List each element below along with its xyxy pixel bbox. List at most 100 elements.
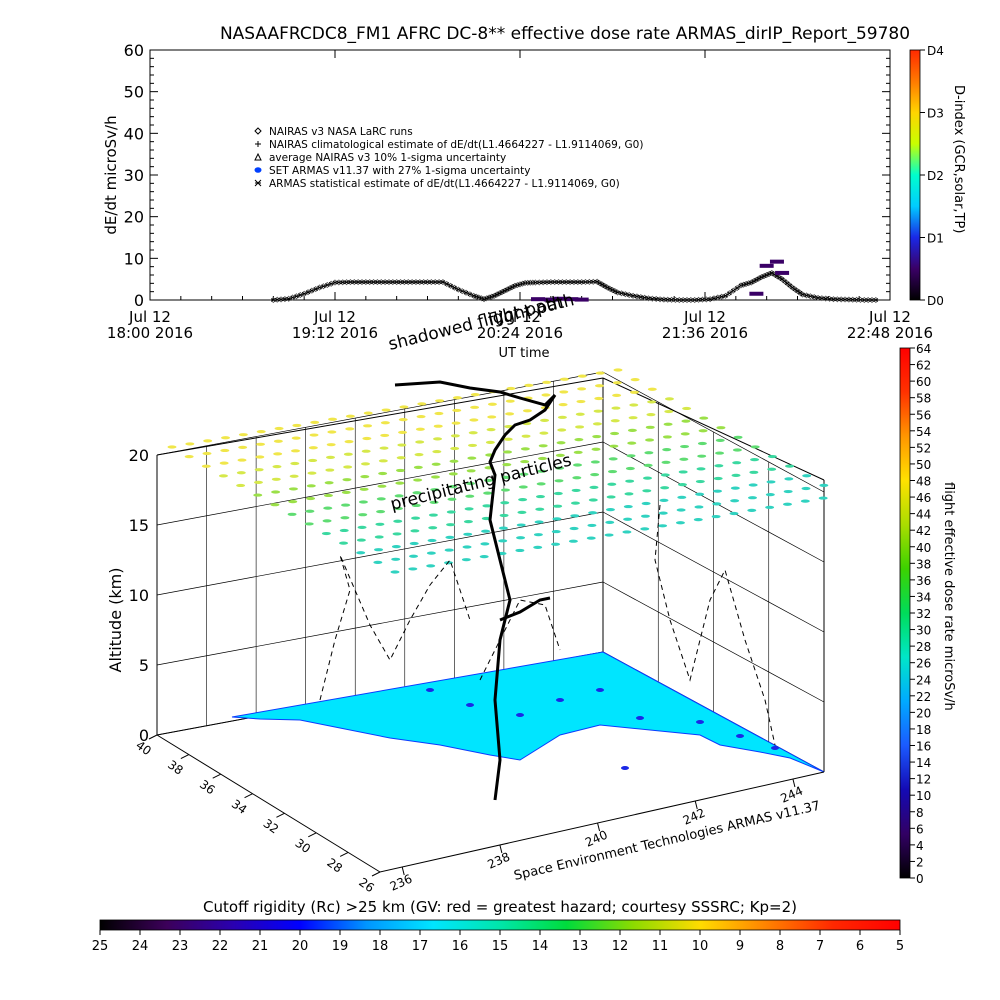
lat-tick-label: 40 bbox=[133, 738, 154, 758]
armas-estimate-marker bbox=[873, 298, 879, 302]
particle-dash bbox=[574, 438, 584, 442]
armas-estimate-marker bbox=[436, 280, 442, 284]
rate-tick-label: 8 bbox=[916, 806, 924, 820]
particle-dash bbox=[444, 548, 454, 552]
dose-rate-colorbar-title: flight effective dose rate microSv/h bbox=[941, 482, 956, 711]
armas-estimate-marker bbox=[413, 280, 419, 284]
armas-estimate-marker bbox=[734, 286, 740, 290]
lat-tick-mark bbox=[308, 832, 317, 838]
particle-dash bbox=[360, 462, 370, 466]
armas-estimate-marker bbox=[610, 288, 615, 292]
lon-tick-mark bbox=[597, 822, 601, 832]
armas-estimate-marker bbox=[274, 297, 280, 302]
particle-dash bbox=[306, 484, 316, 488]
ground-dose-marker bbox=[621, 766, 629, 770]
armas-estimate-marker bbox=[481, 297, 487, 302]
particle-dash bbox=[461, 558, 471, 562]
particle-dash bbox=[542, 380, 552, 384]
particle-dash bbox=[376, 497, 386, 501]
particle-dash bbox=[642, 489, 652, 493]
armas-estimate-marker bbox=[556, 280, 561, 284]
particle-dash bbox=[391, 557, 401, 561]
x-tick-label: Jul 12 bbox=[683, 308, 726, 326]
particle-dash bbox=[391, 545, 401, 549]
set-armas-point bbox=[574, 297, 589, 302]
rc-tick-label: 15 bbox=[492, 939, 509, 954]
particle-dash bbox=[328, 417, 338, 421]
particle-dash bbox=[588, 498, 598, 502]
particle-dash bbox=[591, 447, 601, 451]
particle-dash bbox=[610, 419, 620, 423]
particle-dash bbox=[612, 381, 622, 385]
armas-estimate-marker bbox=[486, 295, 492, 300]
particle-dash bbox=[677, 483, 687, 487]
armas-estimate-marker bbox=[862, 298, 867, 302]
armas-estimate-marker bbox=[727, 291, 732, 296]
particle-dash bbox=[344, 439, 354, 444]
particle-dash bbox=[273, 439, 283, 443]
armas-estimate-marker bbox=[509, 285, 515, 289]
particle-dash bbox=[539, 431, 549, 435]
armas-estimate-marker bbox=[571, 280, 577, 284]
particle-dash bbox=[202, 451, 212, 456]
armas-estimate-marker bbox=[536, 280, 542, 285]
particle-dash bbox=[448, 484, 458, 489]
particle-dash bbox=[551, 529, 561, 534]
armas-estimate-marker bbox=[405, 280, 411, 284]
particle-dash bbox=[609, 444, 619, 448]
particle-dash bbox=[680, 432, 690, 436]
altitude-tick-label: 15 bbox=[129, 516, 149, 535]
particle-dash bbox=[482, 504, 492, 508]
particle-dash bbox=[521, 434, 531, 438]
rate-tick-label: 54 bbox=[916, 425, 931, 439]
rc-tick-label: 19 bbox=[332, 939, 349, 954]
particle-dash bbox=[573, 450, 583, 454]
armas-estimate-marker bbox=[703, 297, 709, 302]
particle-dash bbox=[218, 474, 228, 478]
particle-dash bbox=[288, 500, 298, 504]
particle-dash bbox=[517, 510, 527, 514]
particle-dash bbox=[658, 511, 668, 515]
particle-dash bbox=[470, 405, 480, 409]
armas-estimate-marker bbox=[607, 286, 613, 291]
particle-dash bbox=[588, 511, 598, 515]
particle-dash bbox=[515, 548, 525, 553]
particle-dash bbox=[452, 396, 462, 400]
particle-dash bbox=[339, 541, 349, 545]
rc-tick-label: 16 bbox=[452, 939, 469, 954]
ground-map bbox=[231, 651, 825, 773]
particle-dash bbox=[291, 436, 301, 440]
particle-dash bbox=[274, 426, 284, 431]
rc-tick-label: 23 bbox=[172, 939, 189, 954]
rate-tick-label: 42 bbox=[916, 524, 931, 538]
particle-dash bbox=[498, 526, 508, 530]
rate-tick-label: 56 bbox=[916, 408, 931, 422]
particle-dash bbox=[801, 486, 811, 491]
armas-estimate-marker bbox=[390, 280, 396, 284]
particle-dash bbox=[429, 500, 439, 504]
armas-estimate-marker bbox=[332, 280, 338, 285]
particle-dash bbox=[540, 418, 550, 423]
particle-dash bbox=[506, 386, 516, 391]
armas-estimate-marker bbox=[823, 296, 829, 301]
particle-dash bbox=[291, 449, 301, 453]
particle-dash bbox=[398, 430, 408, 434]
dindex-tick-label: D4 bbox=[927, 44, 944, 58]
particle-dash bbox=[340, 516, 350, 520]
particle-dash bbox=[594, 396, 604, 401]
particle-dash bbox=[416, 414, 426, 419]
particle-dash bbox=[413, 465, 423, 469]
particle-dash bbox=[414, 453, 424, 457]
particle-dash bbox=[272, 465, 282, 469]
particle-dash bbox=[694, 505, 704, 509]
armas-estimate-marker bbox=[394, 280, 399, 284]
particle-dash bbox=[553, 504, 563, 508]
particle-dash bbox=[412, 491, 422, 495]
armas-estimate-marker bbox=[815, 296, 821, 300]
rate-tick-label: 6 bbox=[916, 822, 924, 836]
y-tick-label: 60 bbox=[124, 41, 144, 60]
armas-estimate-marker bbox=[869, 298, 875, 302]
armas-estimate-marker bbox=[761, 274, 767, 278]
particle-dash bbox=[426, 564, 436, 568]
